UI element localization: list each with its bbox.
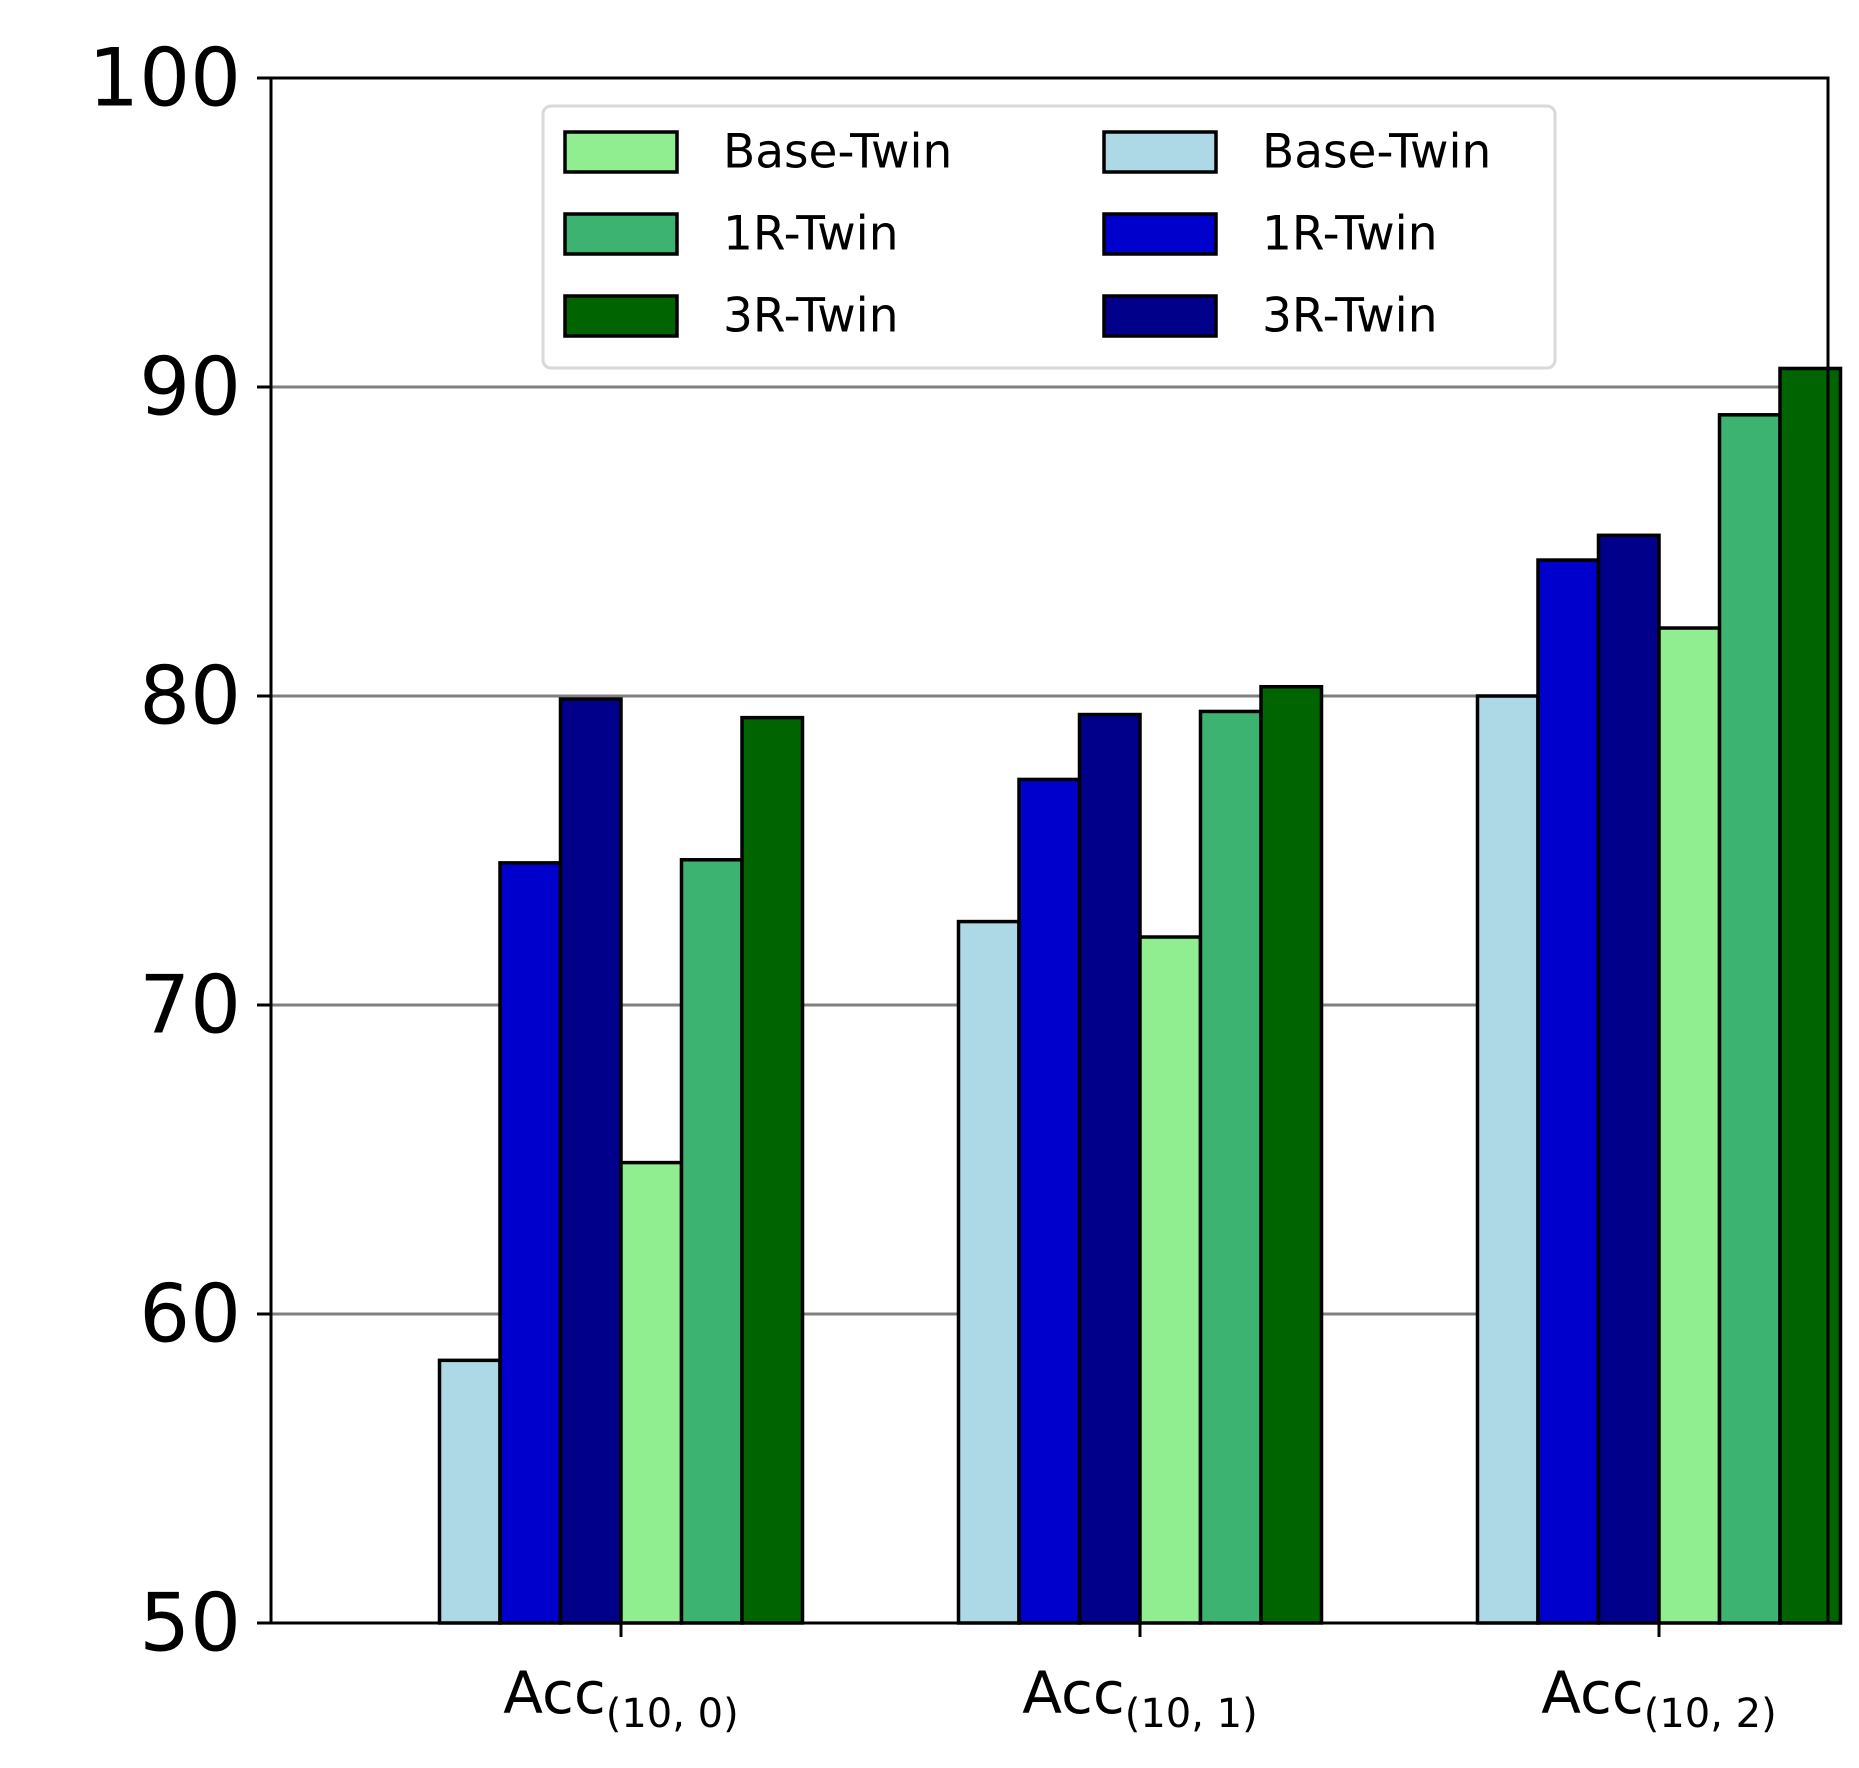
bar-base-twin-2 [956, 919, 1021, 1625]
bars [437, 366, 1843, 1625]
legend-swatch [1102, 294, 1218, 338]
y-axis: 50 60 70 80 90 100 [88, 32, 271, 1670]
x-tick-label: Acc(10, 2) [1541, 1659, 1776, 1737]
axes-frame [269, 76, 1830, 1625]
y-tick-label: 60 [139, 1268, 241, 1361]
bar-1r-twin-2 [1017, 777, 1082, 1625]
legend-label: Base-Twin [1262, 125, 1491, 180]
legend-label: 1R-Twin [723, 207, 899, 262]
legend-swatch [1102, 212, 1218, 256]
bar-3r-twin-1 [558, 697, 623, 1625]
legend-swatch [563, 212, 679, 256]
bar-base-twin-2 [1138, 935, 1203, 1625]
bar-base-twin-1 [437, 1358, 502, 1625]
bar-base-twin-3 [1657, 626, 1722, 1625]
y-tick-label: 100 [88, 32, 241, 125]
bar-base-twin-3 [1475, 694, 1540, 1625]
x-tick-label: Acc(10, 0) [503, 1659, 738, 1737]
legend-label: Base-Twin [723, 125, 952, 180]
bar-1r-twin-3 [1536, 558, 1601, 1625]
bar-3r-twin-3 [1778, 366, 1843, 1625]
bar-3r-twin-2 [1077, 712, 1142, 1625]
legend-swatch [1102, 130, 1218, 174]
legend-label: 3R-Twin [1262, 289, 1438, 344]
legend-box [541, 104, 1557, 370]
legend: Base-Twin 1R-Twin 3R-Twin Base-Twin 1R-Twin 3… [541, 104, 1557, 370]
legend-swatch [563, 294, 679, 338]
legend-swatch [563, 130, 679, 174]
x-axis: Acc(10, 0) Acc(10, 1) Acc(10, 2) [503, 1623, 1777, 1737]
bar-1r-twin-3 [1717, 413, 1782, 1625]
bar-1r-twin-1 [498, 861, 563, 1625]
legend-label: 1R-Twin [1262, 207, 1438, 262]
legend-label: 3R-Twin [723, 289, 899, 344]
y-tick-label: 90 [139, 341, 241, 434]
bar-3r-twin-3 [1596, 533, 1661, 1625]
y-tick-label: 80 [139, 650, 241, 743]
y-tick-label: 50 [139, 1577, 241, 1670]
bar-1r-twin-1 [679, 858, 744, 1625]
bar-3r-twin-1 [740, 715, 805, 1625]
bar-base-twin-1 [619, 1160, 684, 1625]
bar-1r-twin-2 [1198, 709, 1263, 1625]
bar-3r-twin-2 [1259, 684, 1324, 1625]
y-tick-label: 70 [139, 959, 241, 1052]
x-tick-label: Acc(10, 1) [1022, 1659, 1257, 1737]
